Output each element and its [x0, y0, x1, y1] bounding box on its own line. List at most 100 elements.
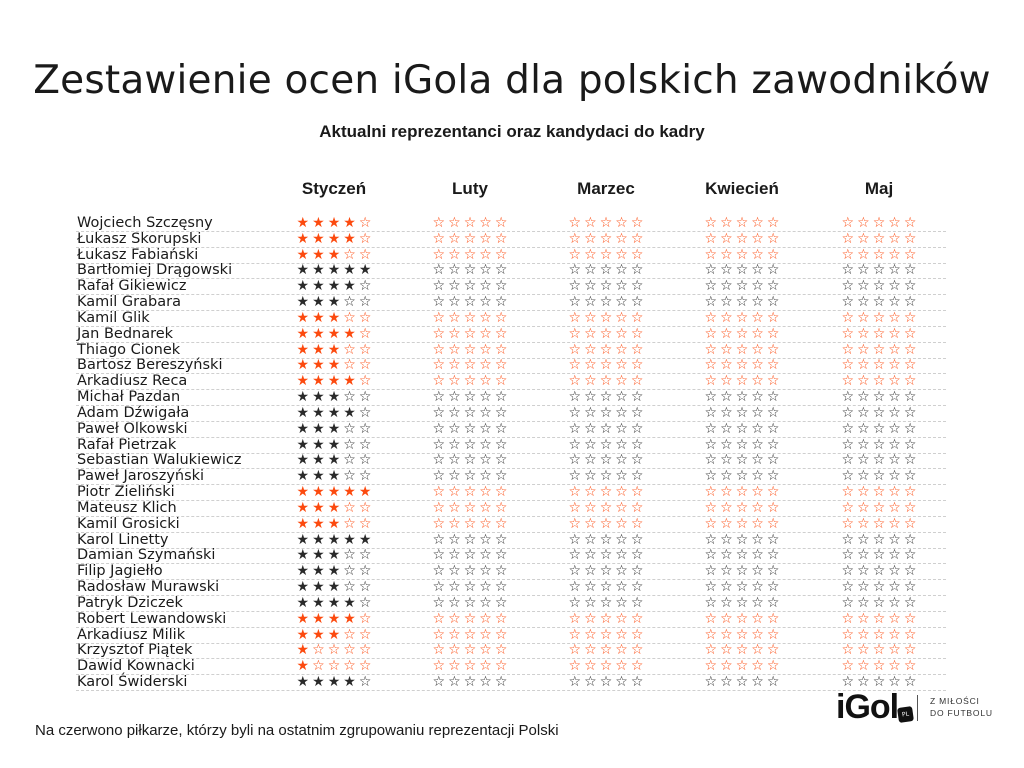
logo-text: iGol: [836, 688, 899, 726]
star-empty-icon: ☆: [630, 484, 644, 501]
star-rating: ☆ ☆ ☆ ☆ ☆: [840, 595, 920, 611]
tagline-line-1: Z MIŁOŚCI: [930, 696, 980, 706]
star-empty-icon: ☆: [584, 642, 597, 659]
star-empty-icon: ☆: [766, 531, 780, 548]
star-empty-icon: ☆: [857, 658, 870, 675]
star-empty-icon: ☆: [584, 230, 597, 247]
star-empty-icon: ☆: [343, 642, 356, 659]
star-empty-icon: ☆: [841, 563, 855, 580]
star-empty-icon: ☆: [888, 278, 901, 295]
star-empty-icon: ☆: [704, 642, 718, 659]
star-empty-icon: ☆: [735, 373, 749, 390]
star-empty-icon: ☆: [751, 404, 764, 421]
star-empty-icon: ☆: [735, 325, 749, 342]
star-empty-icon: ☆: [888, 262, 901, 279]
star-rating: ☆ ☆ ☆ ☆ ☆: [840, 231, 920, 247]
star-empty-icon: ☆: [704, 404, 718, 421]
star-empty-icon: ☆: [494, 325, 508, 342]
star-empty-icon: ☆: [903, 642, 917, 659]
star-empty-icon: ☆: [720, 357, 733, 374]
star-empty-icon: ☆: [358, 594, 372, 611]
star-empty-icon: ☆: [630, 547, 644, 564]
star-empty-icon: ☆: [766, 579, 780, 596]
star-empty-icon: ☆: [841, 484, 855, 501]
star-empty-icon: ☆: [841, 389, 855, 406]
star-empty-icon: ☆: [463, 468, 477, 485]
player-name: Krzysztof Piątek: [77, 642, 193, 659]
star-empty-icon: ☆: [720, 309, 733, 326]
star-empty-icon: ☆: [872, 215, 886, 231]
star-empty-icon: ☆: [888, 436, 901, 453]
star-empty-icon: ☆: [857, 579, 870, 596]
star-empty-icon: ☆: [704, 499, 718, 516]
star-empty-icon: ☆: [584, 294, 597, 311]
star-empty-icon: ☆: [872, 357, 886, 374]
star-rating: ★ ★ ★ ★ ☆: [295, 325, 375, 342]
star-empty-icon: ☆: [599, 325, 613, 342]
star-empty-icon: ☆: [888, 484, 901, 501]
star-rating: ☆ ☆ ☆ ☆ ☆: [567, 532, 647, 548]
star-empty-icon: ☆: [751, 262, 764, 279]
star-filled-icon: ★: [343, 484, 356, 501]
star-rating: ☆ ☆ ☆ ☆ ☆: [703, 216, 783, 231]
star-empty-icon: ☆: [432, 547, 446, 564]
star-empty-icon: ☆: [857, 436, 870, 453]
player-name: Kamil Grosicki: [77, 515, 180, 532]
star-empty-icon: ☆: [343, 389, 356, 406]
star-empty-icon: ☆: [358, 341, 372, 358]
star-filled-icon: ★: [296, 658, 310, 675]
star-empty-icon: ☆: [735, 436, 749, 453]
star-empty-icon: ☆: [615, 626, 628, 643]
star-empty-icon: ☆: [735, 357, 749, 374]
star-rating: ☆ ☆ ☆ ☆ ☆: [431, 643, 511, 658]
star-empty-icon: ☆: [568, 278, 582, 295]
star-empty-icon: ☆: [841, 674, 855, 691]
star-empty-icon: ☆: [766, 230, 780, 247]
star-filled-icon: ★: [327, 626, 341, 643]
star-filled-icon: ★: [296, 246, 310, 263]
star-empty-icon: ☆: [568, 626, 582, 643]
star-filled-icon: ★: [312, 246, 325, 263]
star-empty-icon: ☆: [766, 563, 780, 580]
star-empty-icon: ☆: [766, 373, 780, 390]
star-empty-icon: ☆: [751, 468, 764, 485]
star-empty-icon: ☆: [448, 563, 461, 580]
star-empty-icon: ☆: [448, 357, 461, 374]
star-empty-icon: ☆: [735, 610, 749, 627]
star-empty-icon: ☆: [448, 246, 461, 263]
star-empty-icon: ☆: [615, 563, 628, 580]
player-row: Arkadiusz Milik ★ ★ ★ ☆ ☆ ☆ ☆ ☆ ☆ ☆ ☆ ☆ ☆ ☆ ☆ ☆ ☆ ☆ ☆ ☆ ☆ ☆ ☆ ☆ ☆: [76, 626, 946, 644]
star-empty-icon: ☆: [751, 484, 764, 501]
star-rating: ★ ★ ★ ☆ ☆: [295, 358, 375, 373]
star-empty-icon: ☆: [872, 579, 886, 596]
star-rating: ☆ ☆ ☆ ☆ ☆: [567, 246, 647, 263]
star-empty-icon: ☆: [630, 389, 644, 406]
star-empty-icon: ☆: [568, 484, 582, 501]
star-empty-icon: ☆: [720, 579, 733, 596]
star-empty-icon: ☆: [615, 404, 628, 421]
star-empty-icon: ☆: [568, 579, 582, 596]
star-empty-icon: ☆: [857, 499, 870, 516]
star-empty-icon: ☆: [857, 246, 870, 263]
star-empty-icon: ☆: [735, 341, 749, 358]
star-empty-icon: ☆: [888, 610, 901, 627]
star-empty-icon: ☆: [857, 484, 870, 501]
star-rating: ☆ ☆ ☆ ☆ ☆: [431, 310, 511, 326]
star-rating: ☆ ☆ ☆ ☆ ☆: [567, 230, 647, 247]
star-empty-icon: ☆: [751, 294, 764, 311]
star-empty-icon: ☆: [615, 246, 628, 263]
star-empty-icon: ☆: [599, 341, 613, 358]
star-empty-icon: ☆: [888, 658, 901, 675]
star-rating: ☆ ☆ ☆ ☆ ☆: [840, 627, 920, 643]
star-empty-icon: ☆: [358, 420, 372, 437]
star-empty-icon: ☆: [358, 373, 372, 390]
star-filled-icon: ★: [343, 404, 356, 421]
star-empty-icon: ☆: [599, 499, 613, 516]
star-filled-icon: ★: [358, 262, 372, 279]
star-filled-icon: ★: [296, 325, 310, 342]
star-empty-icon: ☆: [568, 357, 582, 374]
star-empty-icon: ☆: [479, 626, 492, 643]
star-empty-icon: ☆: [766, 642, 780, 659]
star-empty-icon: ☆: [463, 262, 477, 279]
star-empty-icon: ☆: [841, 294, 855, 311]
